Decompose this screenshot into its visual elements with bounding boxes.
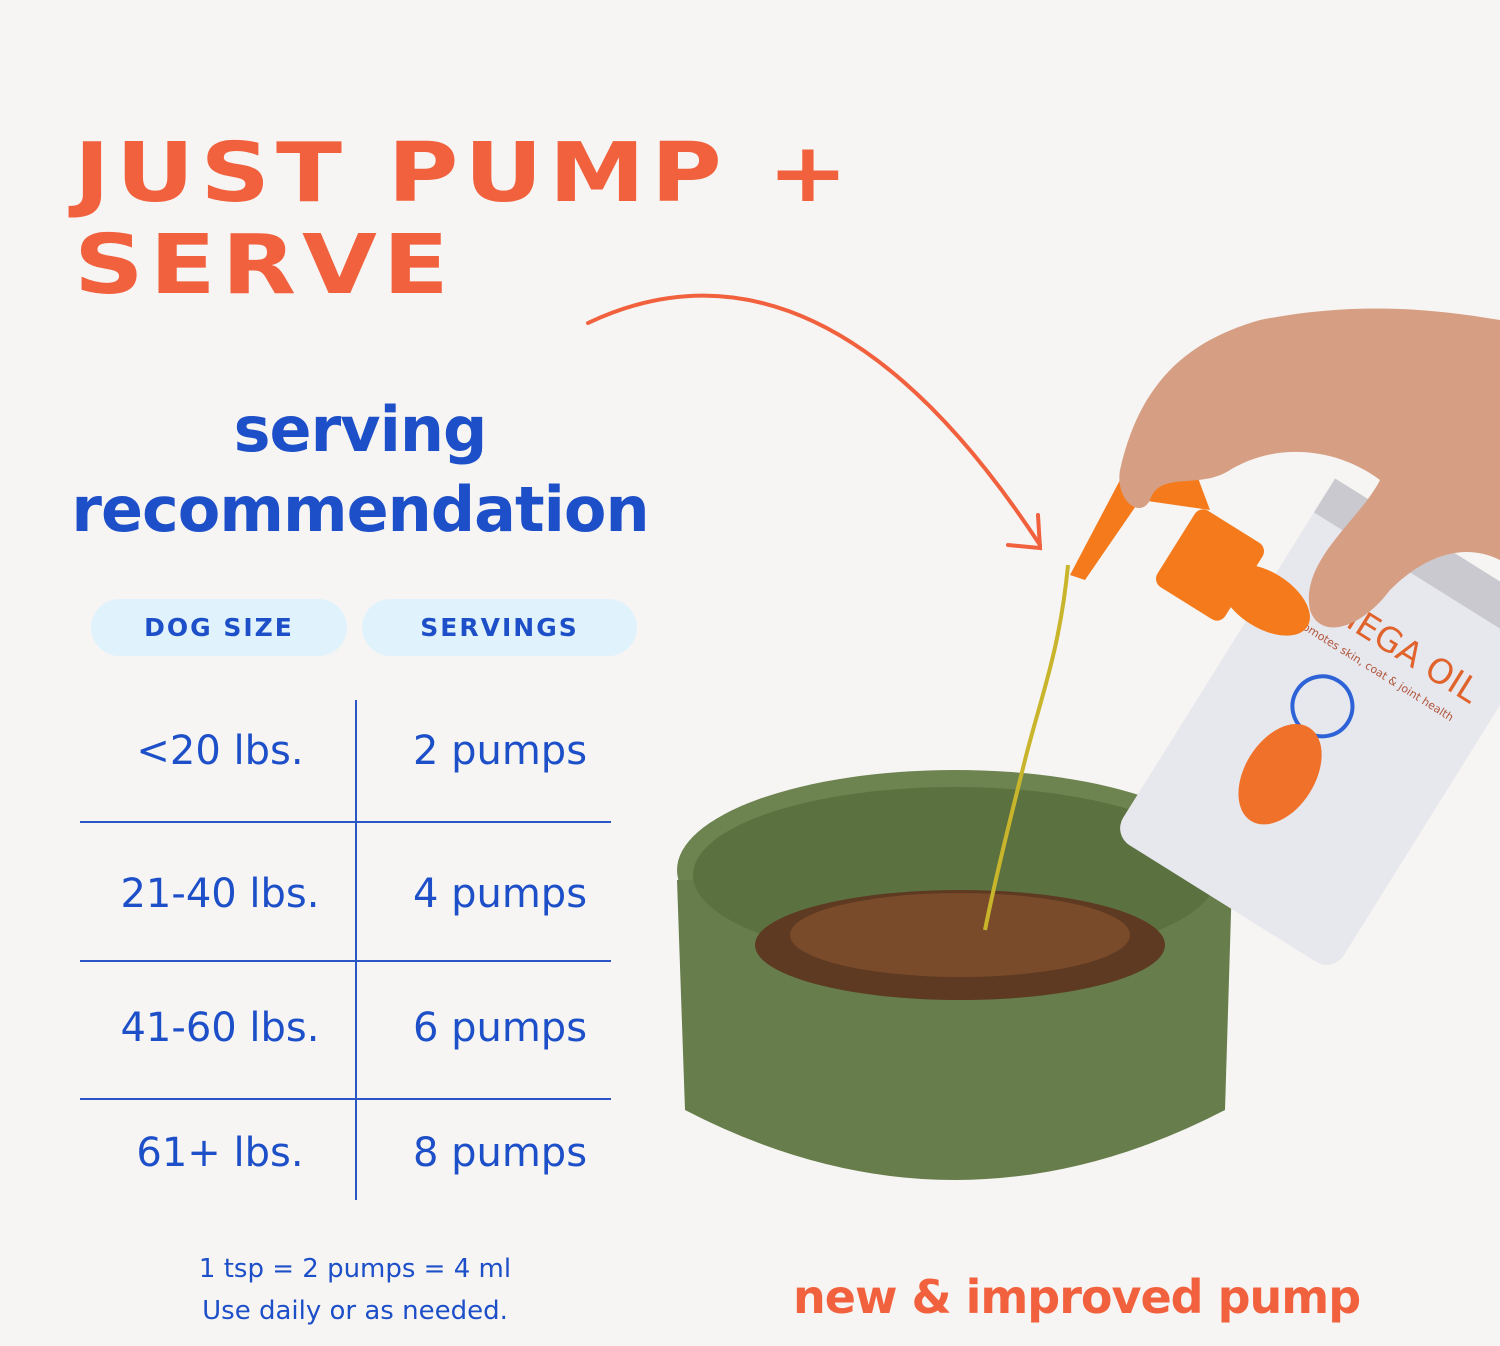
- table-divider: [80, 1098, 611, 1100]
- note-line-1: 1 tsp = 2 pumps = 4 ml: [198, 1254, 512, 1284]
- dog-size-cell: 21-40 lbs.: [120, 871, 320, 917]
- pump-head: [1070, 470, 1310, 636]
- section-title: serving recommendation: [60, 390, 660, 550]
- oil-stream: [983, 564, 1070, 931]
- dog-size-cell: 41-60 lbs.: [120, 1005, 320, 1051]
- table-divider-vertical: [355, 700, 357, 1200]
- hand: [1119, 308, 1500, 628]
- section-title-line-2: recommendation: [71, 473, 649, 546]
- serving-note: 1 tsp = 2 pumps = 4 ml Use daily or as n…: [150, 1248, 560, 1332]
- table-divider: [80, 821, 611, 823]
- dog-size-cell: <20 lbs.: [136, 728, 304, 774]
- section-title-line-1: serving: [233, 393, 488, 466]
- headline-line-2: SERVE: [74, 218, 455, 313]
- header-servings: SERVINGS: [362, 599, 637, 656]
- caption: new & improved pump: [793, 1270, 1361, 1324]
- headline: JUST PUMP + SERVE: [74, 128, 854, 312]
- headline-line-1: JUST PUMP +: [74, 126, 855, 221]
- dog-bowl: [677, 770, 1233, 1180]
- note-line-2: Use daily or as needed.: [202, 1296, 508, 1326]
- servings-cell: 2 pumps: [412, 728, 588, 774]
- dog-size-cell: 61+ lbs.: [136, 1130, 304, 1176]
- curved-arrow-icon: [586, 293, 1043, 551]
- servings-cell: 8 pumps: [412, 1130, 588, 1176]
- table-divider: [80, 960, 611, 962]
- servings-cell: 4 pumps: [412, 871, 588, 917]
- header-dog-size: DOG SIZE: [91, 599, 347, 656]
- servings-cell: 6 pumps: [412, 1005, 588, 1051]
